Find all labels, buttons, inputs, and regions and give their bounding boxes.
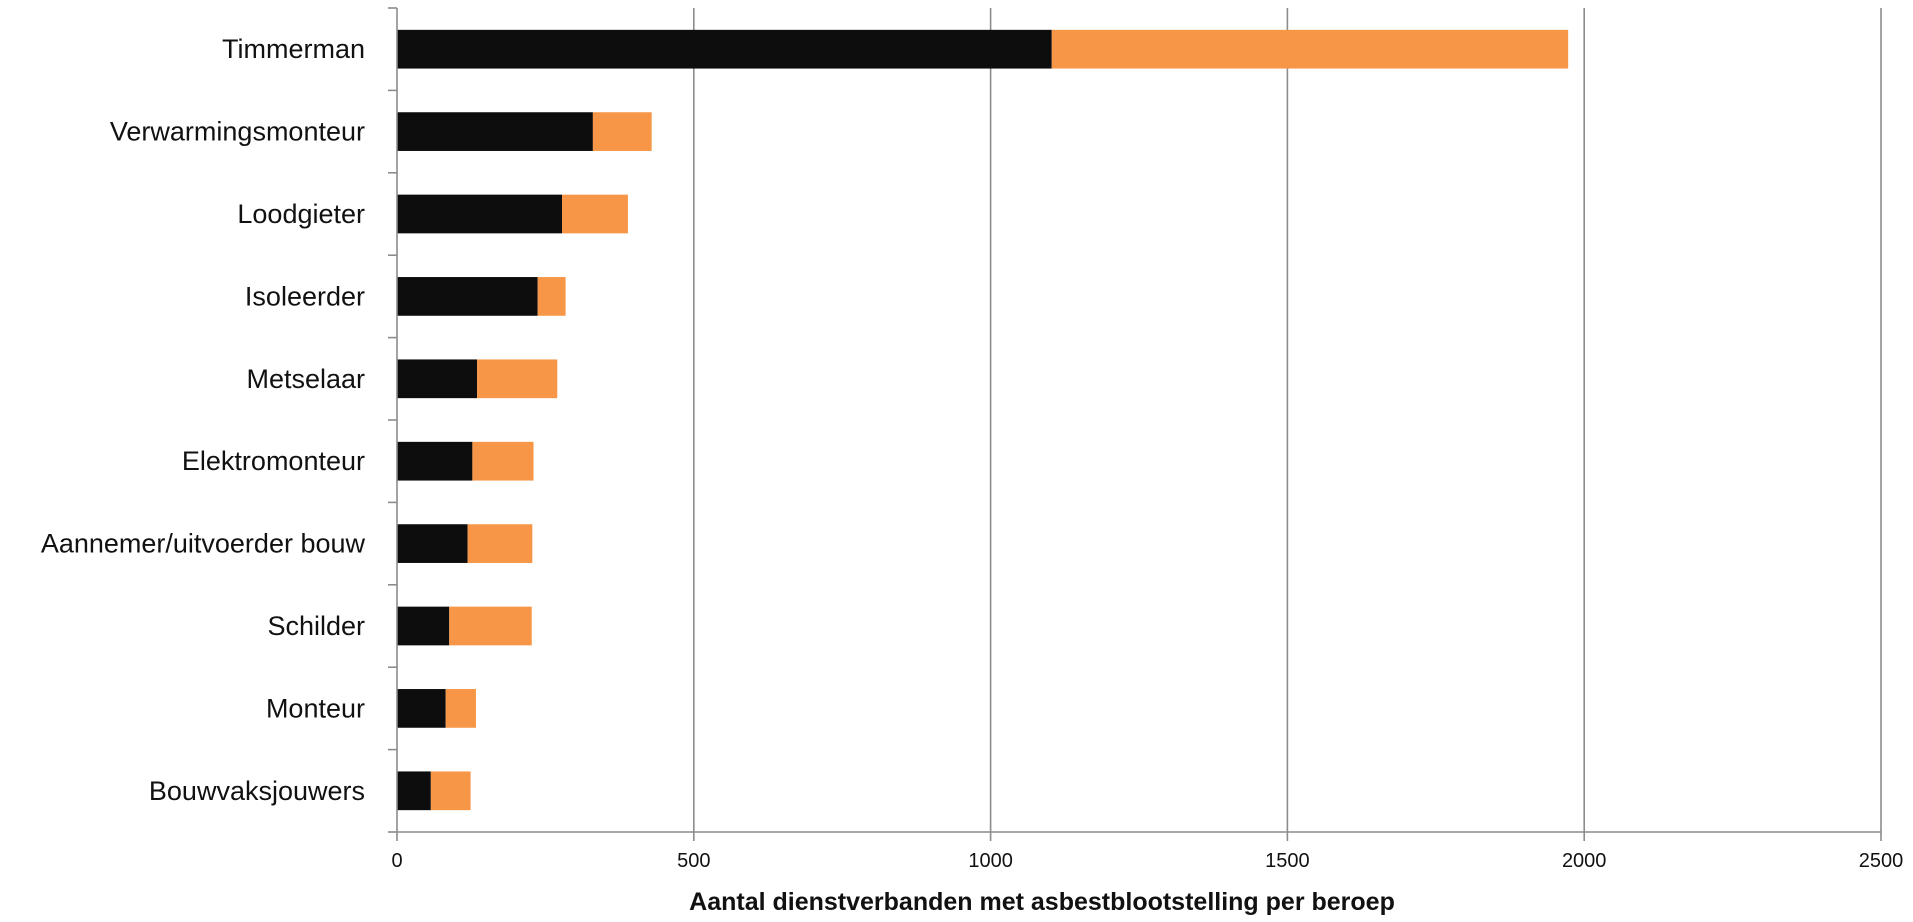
x-tick-label: 2500 [1859,850,1904,872]
x-tick-label: 0 [391,850,402,872]
x-tick-label: 1500 [1265,850,1310,872]
category-label: Metselaar [246,364,365,394]
gridlines [692,8,1882,832]
category-label: Isoleerder [245,281,365,311]
bar-segment-series-1 [397,606,450,646]
x-tick-label: 500 [677,850,710,872]
bars [397,29,1569,811]
bar-segment-series-2 [1051,29,1569,69]
bar-segment-series-1 [397,112,593,151]
bar-segment-series-2 [449,606,532,646]
bar-segment-series-2 [430,771,471,811]
bar-segment-series-1 [397,524,468,563]
x-tick-labels: 0 500 1000 1500 2000 2500 [391,850,1903,872]
bar-segment-series-1 [397,194,563,234]
category-labels: Timmerman Verwarmingsmonteur Loodgieter Iso… [41,34,366,806]
category-label: Elektromonteur [182,446,365,476]
bar-segment-series-2 [562,194,628,234]
bar-segment-series-2 [537,277,566,316]
category-label: Monteur [266,693,365,723]
bar-segment-series-1 [397,689,446,728]
category-label: Loodgieter [237,199,365,229]
x-tick-label: 2000 [1562,850,1607,872]
bar-segment-series-2 [467,524,533,563]
bar-segment-series-2 [592,112,652,151]
bar-segment-series-1 [397,441,473,481]
bar-segment-series-1 [397,29,1052,69]
category-label: Verwarmingsmonteur [110,117,365,147]
bar-segment-series-1 [397,359,478,399]
bar-segment-series-1 [397,771,431,811]
bar-segment-series-2 [445,689,476,728]
bar-segment-series-2 [472,441,534,481]
axes [388,7,1882,841]
x-axis-title: Aantal dienstverbanden met asbestblootst… [689,888,1395,916]
category-label: Aannemer/uitvoerder bouw [41,529,366,559]
x-tick-label: 1000 [968,850,1013,872]
bar-segment-series-1 [397,277,538,316]
category-label: Timmerman [222,34,365,64]
category-label: Schilder [267,611,365,641]
bar-segment-series-2 [477,359,558,399]
category-label: Bouwvaksjouwers [149,776,365,806]
